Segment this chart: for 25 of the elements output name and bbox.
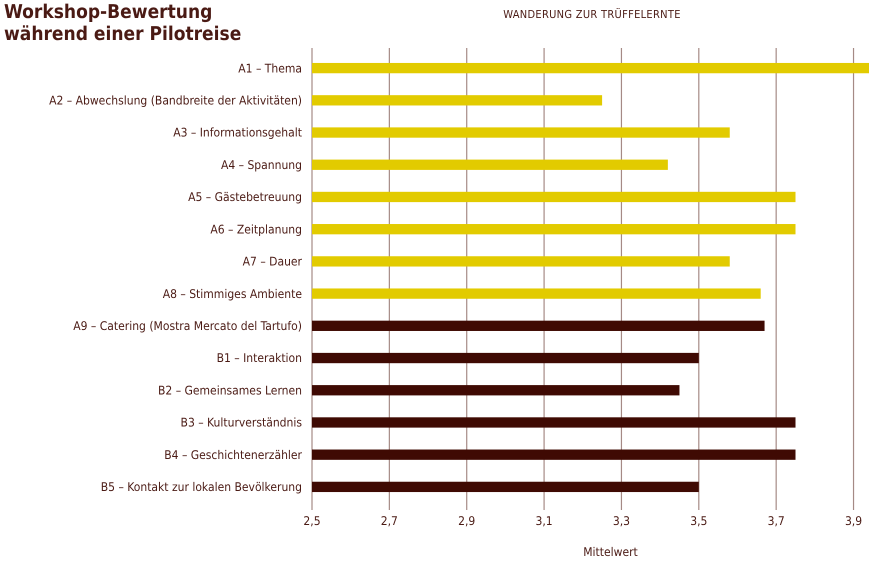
x-tick-label: 2,5 <box>303 514 321 528</box>
y-tick-label: B5 – Kontakt zur lokalen Bevölkerung <box>100 480 302 494</box>
y-tick-label: A4 – Spannung <box>220 158 302 172</box>
y-tick-label: A6 – Zeitplanung <box>210 222 302 236</box>
x-tick-label: 3,5 <box>690 514 708 528</box>
x-tick-label: 2,9 <box>458 514 476 528</box>
text: Workshop-Bewertung während einer Pilotreise <box>4 1 242 45</box>
x-tick-label: 3,1 <box>535 514 553 528</box>
x-tick-label: 3,9 <box>844 514 862 528</box>
y-tick-label: A9 – Catering (Mostra Mercato del Tartufo) <box>73 319 302 334</box>
y-tick-label: A3 – Informationsgehalt <box>173 126 302 140</box>
y-tick-label: A5 – Gästebetreuung <box>188 190 302 204</box>
y-tick-label: B2 – Gemeinsames Lernen <box>158 383 302 398</box>
x-tick-label: 3,7 <box>768 514 785 528</box>
y-tick-label: B1 – Interaktion <box>216 351 302 366</box>
y-tick-label: B3 – Kulturverständnis <box>180 416 302 430</box>
x-tick-label: 3,3 <box>612 514 630 528</box>
y-tick-label: A1 – Thema <box>238 61 302 76</box>
y-tick-label: A7 – Dauer <box>242 254 303 269</box>
x-axis-title: Mittelwert <box>583 545 638 559</box>
y-tick-label: B4 – Geschichtenerzähler <box>164 448 303 462</box>
y-tick-label: A8 – Stimmiges Ambiente <box>162 286 302 301</box>
y-tick-label: A2 – Abwechslung (Bandbreite der Aktivitäten) <box>49 94 302 108</box>
x-tick-label: 2,7 <box>380 514 398 528</box>
chart-subtitle: WANDERUNG ZUR TRÜFFELERNTE <box>503 7 681 21</box>
